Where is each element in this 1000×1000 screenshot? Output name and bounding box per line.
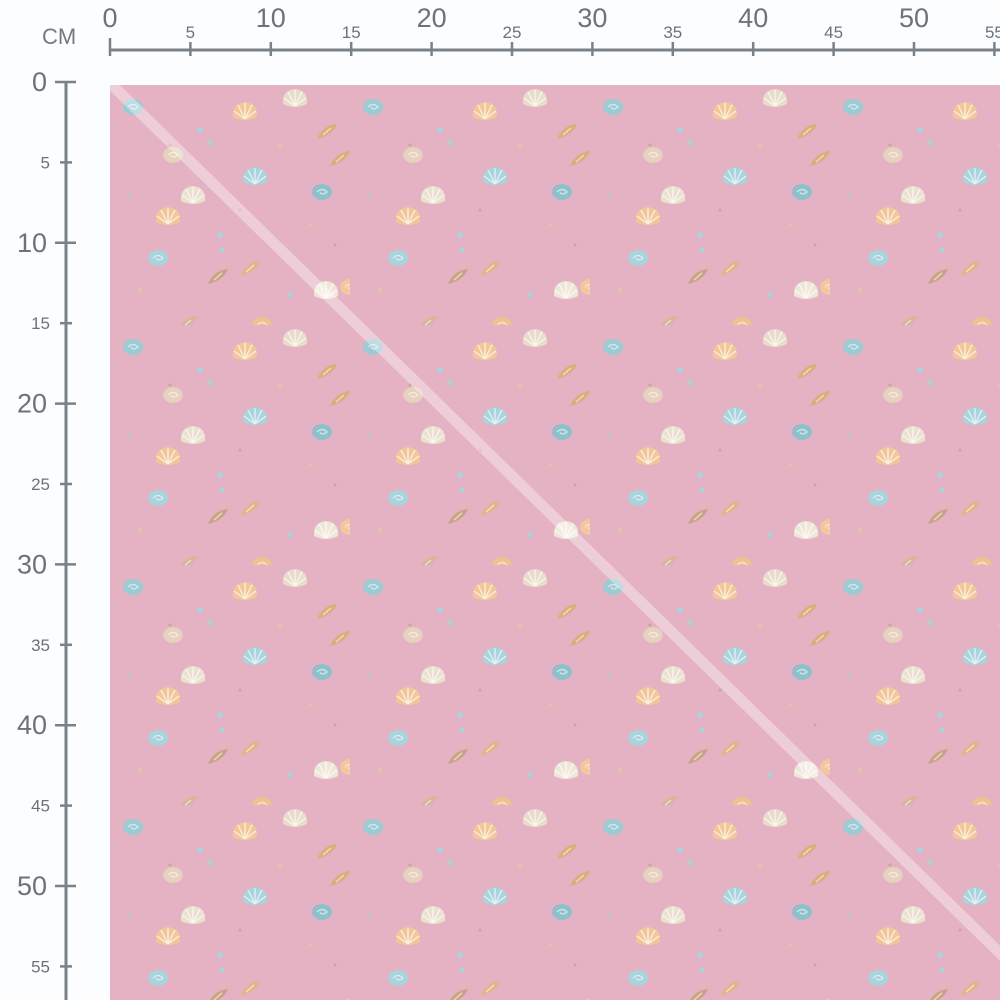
top-ruler-label: 45	[824, 23, 843, 42]
left-ruler-label: 20	[17, 389, 47, 419]
left-ruler-label: 45	[31, 797, 50, 816]
left-ruler-label: 10	[17, 228, 47, 258]
left-ruler-label: 50	[17, 871, 47, 901]
top-ruler-label: 35	[663, 23, 682, 42]
fabric-preview	[110, 85, 1000, 1000]
left-ruler-label: 25	[31, 475, 50, 494]
left-ruler-label: 5	[41, 153, 50, 172]
left-ruler-label: 40	[17, 710, 47, 740]
top-ruler: 0 5 10 15 20 25 30 35 40 45 50 55	[102, 3, 1000, 56]
top-ruler-label: 15	[342, 23, 361, 42]
left-ruler-label: 30	[17, 549, 47, 579]
top-ruler-label: 5	[186, 23, 195, 42]
top-ruler-label: 40	[738, 3, 768, 33]
left-ruler-label: 55	[31, 957, 50, 976]
top-ruler-label: 55	[985, 23, 1000, 42]
left-ruler: 0 5 10 15 20 25 30 35 40 45 50 55	[17, 67, 76, 1000]
left-ruler-label: 0	[32, 67, 47, 97]
top-ruler-label: 50	[899, 3, 929, 33]
top-ruler-label: 20	[417, 3, 447, 33]
top-ruler-label: 0	[102, 3, 117, 33]
left-ruler-label: 35	[31, 636, 50, 655]
highlight-stripe	[110, 85, 1000, 961]
top-ruler-label: 25	[503, 23, 522, 42]
left-ruler-label: 15	[31, 314, 50, 333]
top-ruler-label: 30	[577, 3, 607, 33]
top-ruler-label: 10	[256, 3, 286, 33]
shell-pattern	[110, 85, 1000, 1000]
unit-label: CM	[42, 24, 77, 49]
